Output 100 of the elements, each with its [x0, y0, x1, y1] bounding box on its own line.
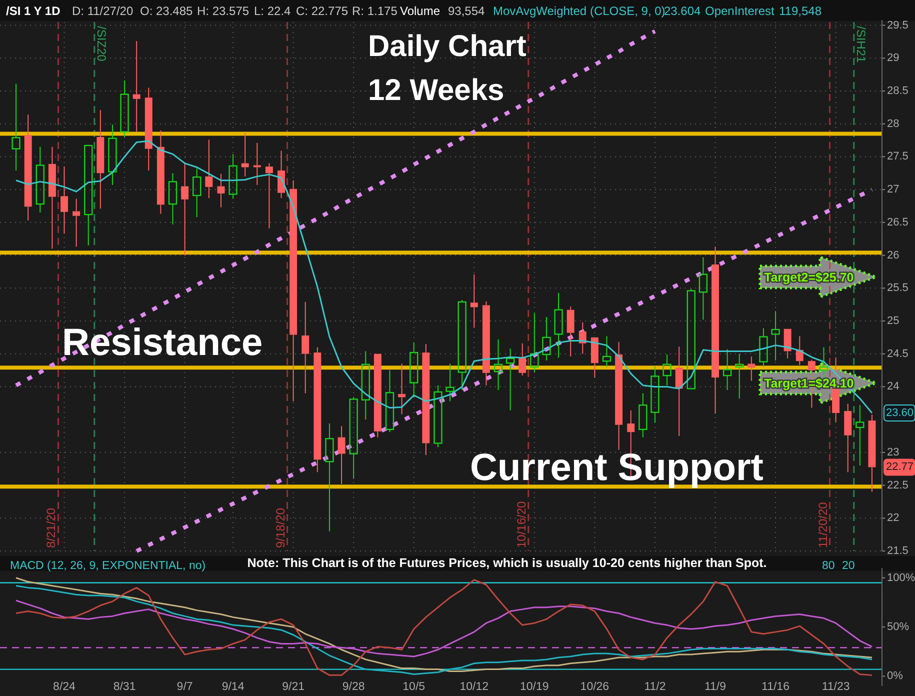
candlestick	[868, 414, 876, 492]
candlestick	[446, 363, 454, 402]
y-tick-label: 28	[887, 118, 900, 130]
candlestick	[144, 87, 152, 172]
y-tick-label: 25.5	[887, 282, 908, 294]
x-tick-label: 9/7	[176, 681, 193, 693]
text: 93,554	[448, 4, 486, 18]
x-tick-label: 10/5	[402, 681, 426, 693]
candlestick	[844, 403, 852, 473]
x-tick-label: 10/19	[520, 681, 549, 693]
candlestick	[748, 356, 756, 382]
candlestick	[60, 166, 68, 234]
candlestick	[325, 423, 334, 532]
candlestick	[722, 348, 732, 390]
candlestick	[217, 173, 225, 208]
annotation: Current Support	[470, 447, 764, 489]
text: O: 23.485	[140, 4, 194, 18]
candlestick	[675, 346, 683, 436]
candlestick	[314, 346, 322, 473]
x-tick-label: 8/24	[53, 681, 76, 693]
candlestick	[168, 172, 178, 225]
y-tick-label: 28.5	[887, 85, 908, 97]
text: R: 1.175	[352, 4, 398, 18]
x-tick-label: 9/14	[222, 681, 245, 693]
y-tick-label: 22	[887, 512, 900, 524]
candlestick	[398, 363, 406, 415]
text: D: 11/27/20	[72, 4, 134, 18]
annotation: Note: This Chart is of the Futures Prices, which is usually 10-20 cents higher than Spot.	[247, 556, 767, 570]
line-series	[15, 140, 873, 414]
candlestick	[265, 162, 273, 229]
candlestick	[542, 316, 551, 361]
x-tick-label: 11/23	[822, 681, 850, 693]
candlestick	[192, 168, 202, 218]
annotation: 8/21/20	[44, 508, 58, 548]
candlestick	[712, 246, 719, 414]
candlestick	[338, 426, 346, 484]
candlestick	[410, 342, 418, 398]
candlestick	[181, 162, 189, 256]
candlestick	[771, 310, 780, 361]
y-tick-label: 21.5	[887, 545, 908, 557]
y-tick-label: 26	[887, 249, 900, 262]
y-tick-label: 26.5	[887, 216, 908, 228]
text: L: 22.4	[254, 4, 292, 18]
y-tick-label: 24	[887, 380, 900, 393]
candlestick	[72, 198, 80, 248]
annotation: 80	[822, 560, 835, 572]
annotation: 10/16/20	[514, 500, 528, 548]
candlestick	[470, 274, 478, 328]
x-tick-label: 10/26	[580, 681, 610, 693]
candlestick	[602, 336, 612, 368]
candlestick	[108, 124, 117, 186]
text: OpenInterest	[705, 4, 776, 18]
x-tick-label: 10/12	[460, 681, 489, 693]
candlestick	[638, 392, 648, 438]
candlestick	[302, 301, 310, 394]
y-tick-label: 29	[887, 52, 900, 64]
candlestick	[96, 110, 104, 210]
y-tick-label: 27	[887, 184, 900, 196]
x-tick-label: 11/2	[644, 681, 666, 693]
candlestick	[494, 338, 503, 390]
x-tick-label: 9/28	[342, 681, 365, 693]
text: H: 23.575	[197, 4, 250, 18]
text: C: 22.775	[296, 4, 348, 18]
annotation: /SIZ20	[94, 26, 108, 62]
candlestick	[132, 40, 140, 132]
candlestick	[48, 146, 56, 250]
candlestick	[422, 344, 430, 456]
y-tick-label: 29.5	[887, 19, 908, 32]
candlestick	[506, 348, 515, 411]
candlestick	[12, 83, 20, 172]
annotation: 23.60	[886, 407, 914, 419]
y-tick-label: 23	[887, 446, 900, 458]
annotation: Target2=$25.70	[764, 270, 854, 284]
y-tick-label: 25	[887, 315, 900, 327]
annotation: Resistance	[62, 322, 263, 364]
y-tick-label: 50%	[887, 621, 910, 634]
annotation: MACD (12, 26, 9, EXPONENTIAL, no)	[10, 560, 206, 572]
text: MovAvgWeighted (CLOSE, 9, 0)	[493, 4, 666, 18]
x-tick-label: 11/9	[704, 681, 726, 693]
candlestick	[205, 139, 213, 199]
y-tick-label: 27.5	[887, 150, 908, 163]
x-tick-label: 11/16	[762, 681, 790, 693]
candlestick	[650, 366, 660, 424]
y-tick-label: 0%	[887, 670, 904, 682]
candlestick	[554, 292, 563, 358]
candlestick	[156, 130, 164, 214]
annotation: 9/18/20	[273, 508, 288, 548]
y-tick-label: 24.5	[887, 348, 908, 360]
candlestick	[735, 353, 744, 400]
candlestick	[530, 312, 539, 373]
annotation: 22.77	[886, 461, 914, 474]
annotation: 11/20/20	[816, 502, 830, 548]
candlestick	[698, 256, 708, 320]
candlestick	[566, 306, 574, 357]
y-tick-label: 100%	[887, 572, 915, 584]
text: 119,548	[779, 4, 822, 18]
text: Volume	[400, 4, 440, 18]
candlestick	[856, 404, 864, 466]
x-tick-label: 9/21	[282, 681, 304, 693]
candlestick	[36, 146, 44, 214]
